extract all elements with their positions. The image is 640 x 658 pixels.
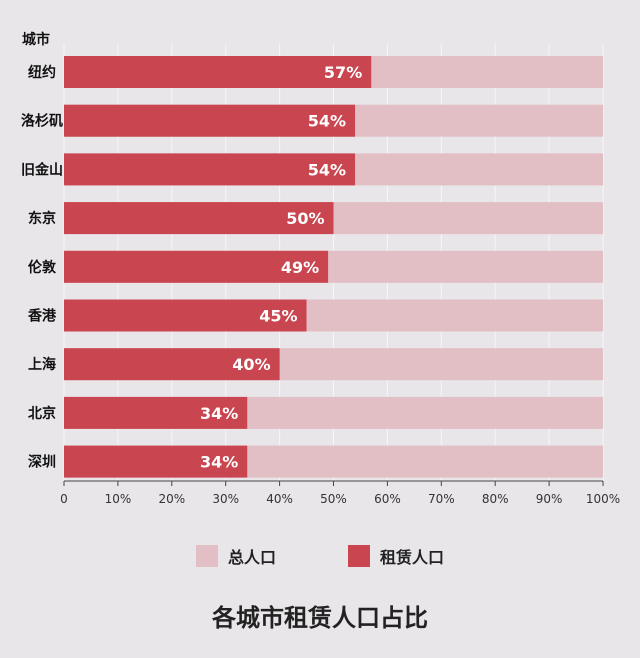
legend-swatch-rental: [348, 545, 370, 567]
x-tick-label: 90%: [536, 492, 563, 506]
data-label: 54%: [308, 112, 346, 131]
data-label: 57%: [324, 63, 362, 82]
bar-rental: [64, 445, 248, 478]
category-label: 上海: [28, 356, 56, 373]
x-tick-label: 70%: [428, 492, 455, 506]
bar-rental: [64, 104, 356, 137]
legend-swatch-total: [195, 545, 218, 567]
category-label: 伦敦: [28, 259, 57, 276]
bar-rental: [64, 299, 307, 332]
data-label: 49%: [281, 258, 319, 277]
x-tick-label: 40%: [266, 492, 293, 506]
data-label: 40%: [232, 355, 270, 374]
legend-item-rental: 租赁人口: [348, 544, 444, 568]
bar-chart: 城市纽约 57% 洛杉矶 54% 旧金山 54% 东京 50% 伦敦 49% 香港 45% 上海 40% 北…: [21, 31, 620, 506]
x-tick-label: 60%: [374, 492, 401, 506]
x-tick-label: 80%: [482, 492, 509, 506]
legend: 总人口 租赁人口: [0, 540, 640, 572]
category-label: 东京: [28, 210, 56, 227]
category-label: 深圳: [28, 454, 56, 471]
bar-rental: [64, 202, 334, 235]
data-label: 54%: [308, 160, 346, 179]
data-label: 50%: [286, 209, 324, 228]
category-label: 北京: [28, 405, 56, 422]
legend-label-rental: 租赁人口: [380, 548, 445, 567]
category-label: 旧金山: [21, 161, 63, 178]
bar-rental: [64, 250, 329, 283]
y-axis-title: 城市: [22, 31, 50, 48]
bar-rental: [64, 348, 280, 381]
data-label: 34%: [200, 404, 238, 423]
category-label: 香港: [27, 308, 57, 325]
legend-item-total: 总人口: [195, 544, 276, 568]
x-tick-label: 10%: [105, 492, 132, 506]
legend-label-total: 总人口: [227, 548, 276, 567]
x-tick-label: 30%: [212, 492, 239, 506]
category-label: 洛杉矶: [21, 113, 63, 130]
bar-rental: [64, 396, 248, 429]
x-tick-label: 0: [60, 492, 68, 506]
chart-title: 各城市租赁人口占比: [212, 603, 428, 632]
x-tick-label: 100%: [586, 492, 620, 506]
category-label: 纽约: [28, 64, 56, 81]
x-tick-label: 20%: [158, 492, 185, 506]
data-label: 34%: [200, 453, 238, 472]
bar-rental: [64, 153, 356, 186]
x-tick-label: 50%: [320, 492, 347, 506]
bar-rental: [64, 56, 372, 88]
data-label: 45%: [259, 307, 297, 326]
